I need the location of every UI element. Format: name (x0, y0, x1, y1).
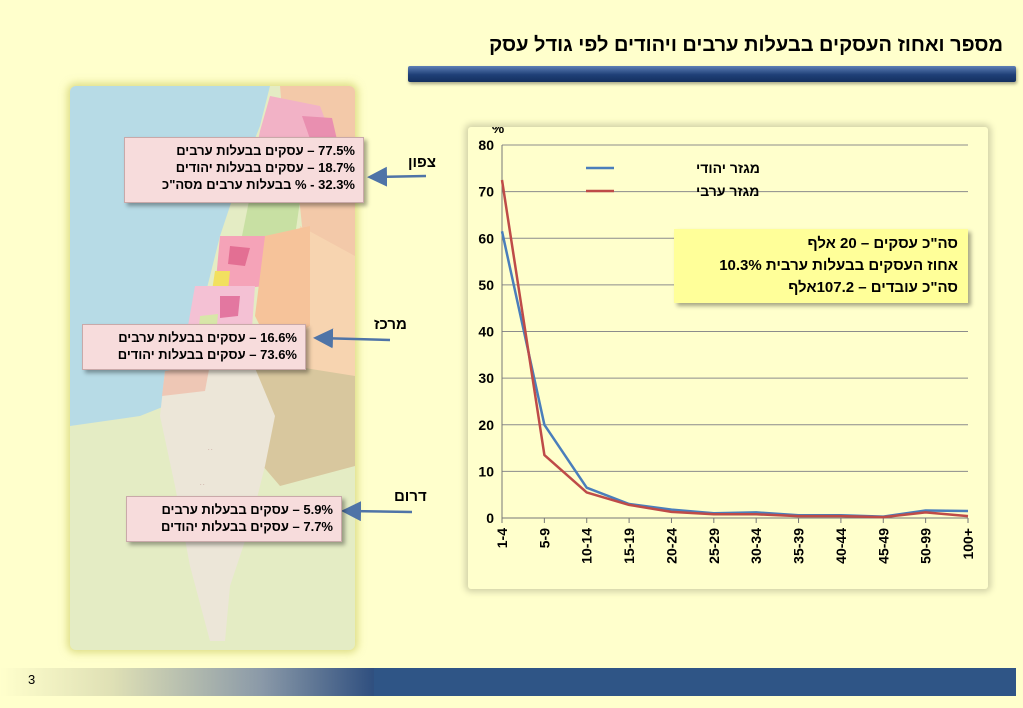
x-tick-label: 20-24 (663, 528, 679, 564)
y-tick-label: 50 (478, 277, 494, 293)
summary-line: סה"כ עובדים – 107.2אלף (788, 279, 958, 296)
summary-info-box: סה"כ עסקים – 20 אלף אחוז העסקים בבעלות ע… (674, 229, 968, 303)
south-stat-line: 7.7% – עסקים בבעלות יהודים (160, 519, 333, 534)
x-tick-label: 5-9 (536, 528, 552, 548)
svg-text:· ·: · · (208, 447, 213, 453)
region-label-center: מרכז (374, 316, 407, 333)
y-tick-label: 70 (478, 184, 494, 200)
footer-gradient (0, 668, 374, 696)
center-stat-line: 73.6% – עסקים בבעלות יהודים (117, 347, 297, 362)
north-stat-line: 32.3% - % בבעלות ערבים מסה"כ (162, 177, 355, 192)
x-tick-label: 35-39 (791, 528, 807, 564)
center-stats-box: 16.6% – עסקים בבעלות ערבים 73.6% – עסקים… (82, 324, 306, 370)
x-tick-label: 100+ (960, 528, 976, 560)
south-stats-box: 5.9% – עסקים בבעלות ערבים 7.7% – עסקים ב… (126, 496, 342, 542)
page-number: 3 (28, 672, 36, 687)
x-tick-label: 40-44 (833, 528, 849, 564)
y-tick-label: 80 (478, 137, 494, 153)
y-tick-label: 10 (478, 463, 494, 479)
y-tick-label: 40 (478, 324, 494, 340)
title-underline-bar (408, 66, 1016, 82)
north-arrow (367, 166, 427, 187)
x-tick-label: 10-14 (579, 528, 595, 564)
svg-text:· ·: · · (200, 482, 205, 488)
north-stats-box: 77.5% – עסקים בבעלות ערבים 18.7% – עסקים… (124, 137, 364, 203)
north-stat-line: 77.5% – עסקים בבעלות ערבים (176, 143, 355, 158)
region-label-north: צפון (408, 154, 436, 171)
x-tick-label: 45-49 (875, 528, 891, 564)
line-chart: 0 10 20 30 40 50 60 70 80% 1-4 5-9 10-14 15-19 20-24 2… (478, 127, 976, 564)
y-axis-label: % (492, 127, 505, 136)
y-tick-label: 20 (478, 417, 494, 433)
center-stat-line: 16.6% – עסקים בבעלות ערבים (118, 330, 297, 345)
y-tick-label: 30 (478, 370, 494, 386)
south-arrow (341, 501, 413, 522)
chart-panel: 0 10 20 30 40 50 60 70 80% 1-4 5-9 10-14 15-19 20-24 2… (468, 127, 988, 589)
x-tick-label: 50-99 (918, 528, 934, 564)
summary-line: אחוז העסקים בבעלות ערבית 10.3% (719, 257, 958, 274)
y-tick-label: 60 (478, 230, 494, 246)
x-tick-label: 15-19 (621, 528, 637, 564)
x-tick-label: 1-4 (494, 528, 510, 548)
series-line (500, 179, 969, 519)
x-tick-label: 25-29 (706, 528, 722, 564)
legend-label: מגזר ערבי (696, 183, 759, 199)
x-tick-label: 30-34 (748, 528, 764, 564)
slide-title: מספר ואחוז העסקים בבעלות ערבים ויהודים ל… (489, 34, 1003, 56)
north-stat-line: 18.7% – עסקים בבעלות יהודים (175, 160, 355, 175)
legend-label: מגזר יהודי (696, 160, 760, 176)
summary-line: סה"כ עסקים – 20 אלף (807, 235, 959, 252)
south-stat-line: 5.9% – עסקים בבעלות ערבים (161, 502, 333, 517)
footer-bar (374, 668, 1016, 696)
region-label-south: דרום (394, 488, 427, 505)
y-tick-label: 0 (486, 510, 494, 526)
